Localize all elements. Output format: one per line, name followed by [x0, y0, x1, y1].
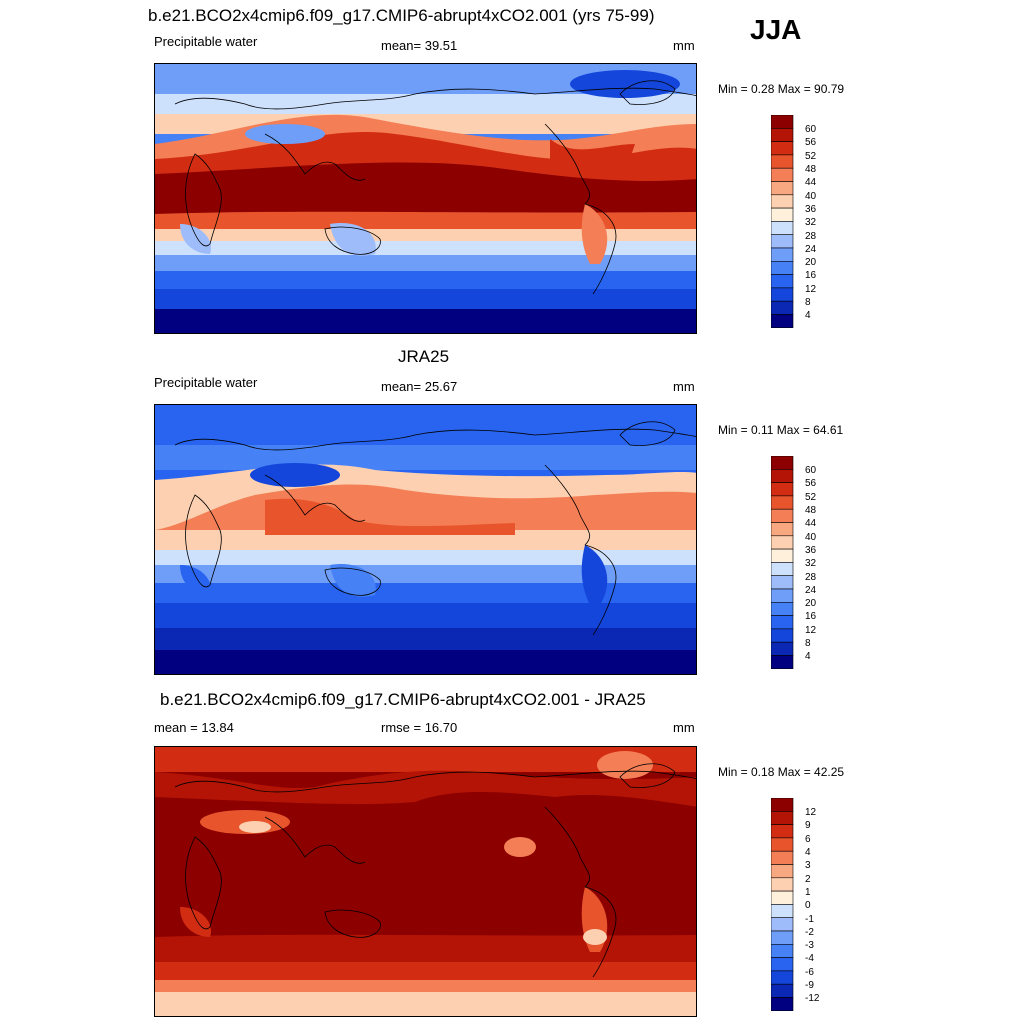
panel1-labelbar-tick: 8: [805, 297, 811, 308]
panel3-mean-label: mean = 13.84: [154, 720, 234, 735]
panel1-labelbar-tick: 32: [805, 217, 817, 228]
panel3-labelbar-tick: 6: [805, 834, 811, 845]
panel3-title: b.e21.BCO2x4cmip6.f09_g17.CMIP6-abrupt4x…: [160, 690, 646, 709]
panel2-labelbar-tick: 48: [805, 505, 817, 516]
panel2-labelbar-tick: 12: [805, 625, 817, 636]
panel1-labelbar-tick: 52: [805, 151, 817, 162]
panel2-labelbar-tick: 8: [805, 638, 811, 649]
panel2-labelbar-tick: 44: [805, 518, 817, 529]
panel1-labelbar-boxes: [771, 115, 794, 328]
panel2-labelbar-boxes: [771, 456, 794, 669]
panel1-labelbar-tick: 16: [805, 270, 817, 281]
panel2-map: [154, 404, 697, 675]
panel2-labelbar-tick: 32: [805, 558, 817, 569]
panel3-units-label: mm: [673, 720, 695, 735]
panel3-minmax: Min = 0.18 Max = 42.25: [718, 765, 845, 779]
panel3-labelbar-tick: 9: [805, 820, 811, 831]
panel2-variable-label: Precipitable water: [154, 375, 258, 390]
panel1-map: [154, 63, 697, 334]
panel3-labelbar-tick: 3: [805, 860, 811, 871]
panel3-labelbar-tick: 12: [805, 807, 817, 818]
panel1-mean-label: mean= 39.51: [381, 38, 458, 53]
panel2-labelbar-tick: 16: [805, 611, 817, 622]
panel2-title: JRA25: [398, 347, 450, 366]
panel3-rmse-label: rmse = 16.70: [381, 720, 458, 735]
panel1-units-label: mm: [673, 38, 695, 53]
season-label: JJA: [750, 14, 802, 45]
panel1-labelbar-tick: 12: [805, 284, 817, 295]
panel2-labelbar-tick: 28: [805, 572, 817, 583]
panel3-labelbar-tick: -12: [805, 993, 820, 1004]
panel1-variable-label: Precipitable water: [154, 34, 258, 49]
panel3-map: [154, 746, 697, 1017]
panel2-labelbar-tick: 4: [805, 651, 811, 662]
panel1-labelbar-tick: 4: [805, 310, 811, 321]
panel3-labelbar-tick: 2: [805, 874, 811, 885]
panel1-labelbar-tick: 48: [805, 164, 817, 175]
panel1-labelbar-tick: 60: [805, 124, 817, 135]
panel1-labelbar-tick: 40: [805, 191, 817, 202]
panel3-labelbar-tick: 4: [805, 847, 811, 858]
panel3-labelbar-tick: -2: [805, 927, 814, 938]
panel3-labelbar-tick: -3: [805, 940, 814, 951]
panel1-minmax: Min = 0.28 Max = 90.79: [718, 82, 845, 96]
panel2-labelbar-tick: 56: [805, 478, 817, 489]
panel1-labelbar-tick: 24: [805, 244, 817, 255]
panel1-labelbar-tick: 20: [805, 257, 817, 268]
panel2-mean-label: mean= 25.67: [381, 379, 458, 394]
panel1-labelbar-tick: 56: [805, 137, 817, 148]
panel1-title: b.e21.BCO2x4cmip6.f09_g17.CMIP6-abrupt4x…: [148, 6, 655, 25]
panel2-units-label: mm: [673, 379, 695, 394]
panel2-labelbar-tick: 20: [805, 598, 817, 609]
panel2-labelbar-tick: 36: [805, 545, 817, 556]
panel3-labelbar-tick: 1: [805, 887, 811, 898]
panel3-labelbar-boxes: [771, 798, 794, 1011]
panel1-labelbar-tick: 44: [805, 177, 817, 188]
panel2-minmax: Min = 0.11 Max = 64.61: [718, 423, 844, 437]
panel3-labelbar-tick: -9: [805, 980, 814, 991]
panel2-labelbar-tick: 52: [805, 492, 817, 503]
panel1-labelbar-tick: 36: [805, 204, 817, 215]
panel3-labelbar-tick: -4: [805, 953, 814, 964]
panel1-labelbar-tick: 28: [805, 231, 817, 242]
panel3-labelbar-tick: -1: [805, 914, 814, 925]
panel2-labelbar-tick: 24: [805, 585, 817, 596]
panel2-labelbar-tick: 40: [805, 532, 817, 543]
panel3-labelbar-tick: 0: [805, 900, 811, 911]
panel3-labelbar-tick: -6: [805, 967, 814, 978]
panel2-labelbar-tick: 60: [805, 465, 817, 476]
